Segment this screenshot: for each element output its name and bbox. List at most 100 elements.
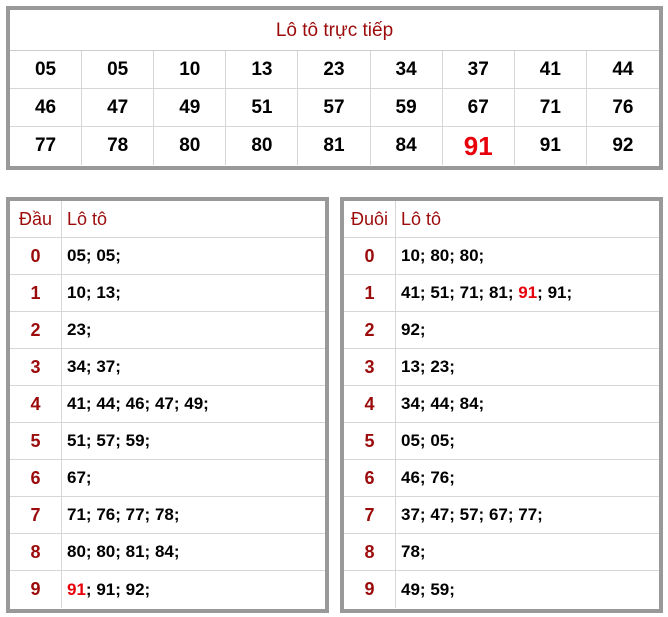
live-number: 80: [154, 127, 227, 165]
dau-row-key: 8: [10, 534, 62, 570]
duoi-row-key: 3: [344, 349, 396, 385]
loto-number: 80: [96, 542, 116, 561]
duoi-row-key: 9: [344, 571, 396, 608]
loto-number: 71: [459, 283, 479, 302]
duoi-row: 2 92;: [344, 312, 659, 349]
loto-number: 59: [125, 431, 145, 450]
loto-number: 84: [154, 542, 174, 561]
loto-number: 49: [401, 579, 420, 599]
live-number: 23: [298, 51, 371, 89]
live-number: 59: [370, 89, 443, 127]
duoi-row-key: 8: [344, 534, 396, 570]
live-number: 49: [154, 89, 227, 127]
dau-row-values: 34; 37;: [67, 357, 121, 376]
live-number: 34: [370, 51, 443, 89]
dau-row: 6 67;: [10, 460, 325, 497]
dau-row: 1 10; 13;: [10, 275, 325, 312]
duoi-row: 4 34; 44; 84;: [344, 386, 659, 423]
loto-number: 84: [459, 394, 479, 413]
live-number: 91: [515, 127, 587, 165]
live-number: 05: [82, 51, 155, 89]
loto-number: 46: [401, 468, 420, 487]
loto-number: 41: [401, 283, 420, 302]
duoi-header-loto: Lô tô: [401, 208, 442, 229]
duoi-row-key: 7: [344, 497, 396, 533]
loto-number: 77: [125, 505, 145, 524]
loto-number: 81: [125, 542, 145, 561]
loto-number: 67: [488, 505, 508, 524]
duoi-row-key: 1: [344, 275, 396, 311]
loto-number: 57: [96, 431, 116, 450]
duoi-row-values: 49; 59;: [401, 579, 455, 599]
duoi-row-values: 37; 47; 57; 67; 77;: [401, 505, 543, 524]
duoi-row-values: 13; 23;: [401, 357, 455, 376]
duoi-table: Đuôi Lô tô 0 10; 80; 80; 1 41; 51; 71; 81; …: [340, 197, 663, 613]
loto-number: 76: [430, 468, 450, 487]
duoi-row-key: 6: [344, 460, 396, 496]
dau-row: 3 34; 37;: [10, 349, 325, 386]
loto-number: 92: [125, 579, 145, 599]
loto-number: 92: [401, 320, 420, 339]
dau-table-header: Đầu Lô tô: [10, 201, 325, 238]
loto-number: 23: [67, 320, 86, 339]
duoi-row: 7 37; 47; 57; 67; 77;: [344, 497, 659, 534]
dau-row-values: 91; 91; 92;: [67, 579, 151, 599]
live-number: 76: [586, 89, 659, 127]
live-number: 77: [10, 127, 83, 165]
live-number: 41: [514, 51, 587, 89]
duoi-row: 9 49; 59;: [344, 571, 659, 608]
loto-number: 77: [518, 505, 538, 524]
loto-number: 05: [67, 246, 86, 265]
dau-row-values: 05; 05;: [67, 246, 121, 265]
dau-row-key: 6: [10, 460, 62, 496]
dau-row-values: 10; 13;: [67, 283, 121, 302]
loto-number: 13: [401, 357, 420, 376]
dau-row-values: 80; 80; 81; 84;: [67, 542, 180, 561]
live-number: 80: [226, 127, 299, 165]
dau-row: 5 51; 57; 59;: [10, 423, 325, 460]
dau-row-key: 3: [10, 349, 62, 385]
dau-row: 9 91; 91; 92;: [10, 571, 325, 608]
dau-row-values: 71; 76; 77; 78;: [67, 505, 180, 524]
loto-number: 91: [547, 283, 567, 302]
live-results-panel: Lô tô trực tiếp 05 05 10 13 23 34 37 41 44 46 47 49…: [6, 6, 663, 170]
dau-row-key: 2: [10, 312, 62, 348]
duoi-row: 6 46; 76;: [344, 460, 659, 497]
loto-number: 80: [430, 246, 450, 265]
loto-number: 44: [430, 394, 450, 413]
dau-header-label: Đầu: [10, 201, 62, 237]
duoi-row-key: 0: [344, 238, 396, 274]
loto-number: 05: [96, 246, 116, 265]
dau-table: Đầu Lô tô 0 05; 05; 1 10; 13; 2 23; 3 34; 37; 4 4…: [6, 197, 329, 613]
dau-row: 7 71; 76; 77; 78;: [10, 497, 325, 534]
live-number: 71: [514, 89, 587, 127]
duoi-row-values: 46; 76;: [401, 468, 455, 487]
dau-header-loto: Lô tô: [67, 208, 108, 229]
duoi-row-values: 92;: [401, 320, 426, 339]
duoi-row-key: 2: [344, 312, 396, 348]
dau-row-key: 4: [10, 386, 62, 422]
live-number: 92: [612, 135, 634, 156]
live-number-latest: 91: [443, 127, 515, 165]
loto-number: 91: [96, 579, 116, 599]
duoi-row: 0 10; 80; 80;: [344, 238, 659, 275]
loto-number: 47: [430, 505, 450, 524]
dau-row-key: 0: [10, 238, 62, 274]
loto-number-latest: 91: [518, 283, 538, 302]
dau-row-values: 67;: [67, 468, 92, 487]
live-number: 84: [371, 127, 443, 165]
duoi-row-values: 41; 51; 71; 81; 91; 91;: [401, 283, 573, 302]
loto-number: 81: [488, 283, 508, 302]
dau-row-key: 1: [10, 275, 62, 311]
loto-number: 49: [184, 394, 204, 413]
loto-number: 46: [125, 394, 145, 413]
duoi-row: 3 13; 23;: [344, 349, 659, 386]
live-number: 47: [82, 89, 155, 127]
loto-number: 80: [459, 246, 479, 265]
dau-row-values: 23;: [67, 320, 92, 339]
loto-number: 76: [96, 505, 116, 524]
loto-number: 80: [67, 542, 86, 561]
loto-number: 34: [401, 394, 420, 413]
duoi-row-key: 4: [344, 386, 396, 422]
live-number: 46: [10, 89, 83, 127]
